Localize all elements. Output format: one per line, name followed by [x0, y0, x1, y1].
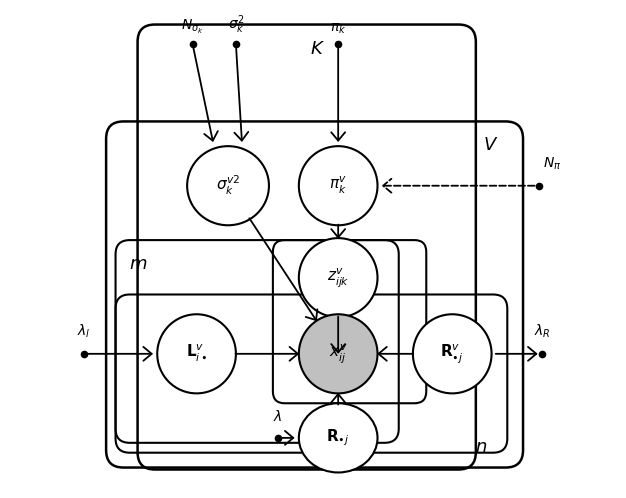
Text: K: K	[310, 40, 322, 58]
Text: $\mathbf{L}_{i\bullet}^{v}$: $\mathbf{L}_{i\bullet}^{v}$	[186, 343, 207, 365]
Ellipse shape	[299, 146, 377, 225]
Text: $N_\pi$: $N_\pi$	[543, 155, 561, 172]
Text: $\pi_k$: $\pi_k$	[330, 22, 346, 36]
Text: $z_{ijk}^{v}$: $z_{ijk}^{v}$	[327, 266, 349, 289]
FancyArrowPatch shape	[331, 394, 345, 404]
Text: $\lambda$: $\lambda$	[273, 409, 282, 424]
FancyArrowPatch shape	[331, 48, 345, 140]
Text: $\lambda_R$: $\lambda_R$	[533, 323, 550, 340]
Text: m: m	[130, 255, 147, 273]
Text: n: n	[476, 438, 487, 456]
Ellipse shape	[157, 314, 236, 393]
FancyArrowPatch shape	[282, 431, 293, 445]
FancyArrowPatch shape	[331, 225, 345, 238]
Ellipse shape	[299, 314, 377, 393]
Text: $N_{\sigma_k}$: $N_{\sigma_k}$	[182, 18, 204, 36]
Text: $x_{ij}^{v}$: $x_{ij}^{v}$	[329, 342, 347, 366]
Text: $\pi_k^{v}$: $\pi_k^{v}$	[329, 175, 347, 196]
FancyArrowPatch shape	[235, 347, 298, 361]
Text: $\mathbf{R}_{\bullet j}^{v}$: $\mathbf{R}_{\bullet j}^{v}$	[441, 342, 464, 366]
Text: $\mathbf{R}_{\bullet j}$: $\mathbf{R}_{\bullet j}$	[326, 428, 350, 448]
Text: V: V	[484, 136, 496, 154]
Ellipse shape	[187, 146, 269, 225]
Ellipse shape	[299, 238, 377, 317]
Ellipse shape	[299, 403, 377, 473]
FancyArrowPatch shape	[193, 48, 218, 141]
Text: $\lambda_l$: $\lambda_l$	[78, 323, 91, 340]
FancyArrowPatch shape	[234, 48, 249, 140]
Text: $\sigma_k^2$: $\sigma_k^2$	[227, 14, 244, 36]
FancyArrowPatch shape	[331, 317, 345, 353]
FancyArrowPatch shape	[496, 347, 536, 361]
FancyArrowPatch shape	[383, 179, 535, 193]
FancyArrowPatch shape	[379, 347, 413, 361]
Ellipse shape	[413, 314, 491, 393]
FancyArrowPatch shape	[249, 218, 317, 320]
FancyArrowPatch shape	[88, 347, 151, 361]
Text: $\sigma_k^{v2}$: $\sigma_k^{v2}$	[216, 174, 240, 197]
